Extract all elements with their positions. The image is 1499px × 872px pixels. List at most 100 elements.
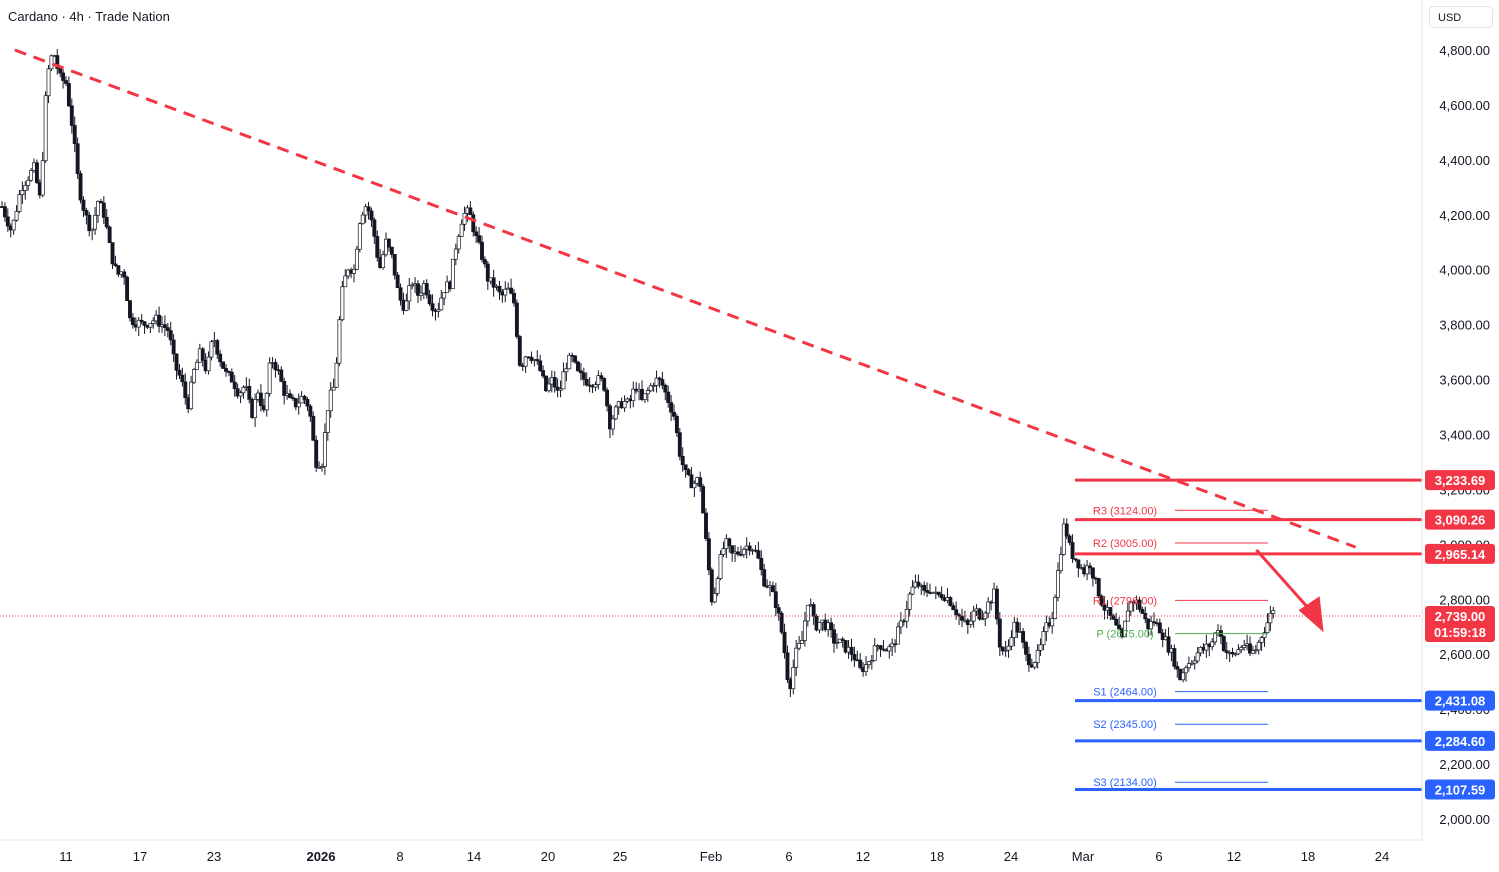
candle-body [1128, 601, 1133, 612]
y-tick-label: 2,200.00 [1439, 757, 1490, 772]
candle-body [29, 170, 34, 181]
time-axis[interactable]: 11 17 23 2026 8 14 20 25 Feb 6 12 18 24 Mar 6 12 18 24 [59, 849, 1389, 864]
candle-body [747, 545, 752, 551]
candle-body [645, 390, 650, 395]
candle-body [389, 246, 394, 255]
candle-body [180, 374, 185, 383]
candle-body [1172, 648, 1177, 667]
candle-body [235, 388, 240, 397]
candle-body [1026, 653, 1031, 666]
candle-body [509, 287, 514, 294]
candle-body [247, 385, 252, 400]
candle-body [602, 378, 607, 391]
candle-body [192, 369, 196, 383]
y-tick-label: 4,000.00 [1439, 263, 1490, 278]
candle-body [1061, 523, 1066, 555]
candle-body [128, 300, 132, 319]
candle-body [453, 248, 458, 260]
candle-body [456, 236, 461, 250]
candle-body [482, 259, 487, 265]
candle-body [1268, 613, 1273, 624]
candle-body [40, 160, 45, 196]
x-tick-label: 12 [856, 849, 870, 864]
candle-body [669, 402, 674, 413]
candle-body [273, 362, 278, 371]
candle-body [142, 321, 147, 326]
candle-body [951, 605, 956, 611]
candle-body [320, 466, 324, 468]
candle-body [206, 356, 211, 372]
candle-body [596, 375, 601, 385]
candle-body [1064, 523, 1069, 537]
candle-body [1265, 622, 1270, 634]
candle-body [395, 274, 400, 289]
candle-body [23, 185, 28, 191]
candle-body [948, 597, 953, 606]
candle-body [613, 406, 618, 420]
candle-body [881, 648, 886, 651]
candle-body [308, 405, 313, 417]
candle-body [832, 629, 836, 644]
candle-body [224, 368, 228, 372]
candle-body [354, 248, 359, 270]
candle-body [512, 292, 516, 304]
candle-body [2, 206, 7, 218]
candle-body [352, 269, 356, 274]
candle-body [802, 620, 807, 641]
candle-body [427, 294, 432, 305]
candle-body [698, 477, 703, 487]
candle-body [1009, 637, 1014, 647]
candle-body [741, 548, 746, 555]
candle-body [904, 609, 909, 622]
candle-body [1050, 618, 1055, 627]
candle-body [232, 381, 237, 390]
candle-body [93, 214, 98, 230]
currency-selector[interactable]: USD [1429, 6, 1493, 28]
candle-body [573, 355, 578, 363]
y-tick-label: 4,800.00 [1439, 43, 1490, 58]
candle-body [610, 418, 615, 430]
candle-body [290, 397, 295, 399]
candle-body [162, 324, 167, 328]
candle-body [1166, 636, 1171, 653]
candle-body [1210, 641, 1215, 648]
candle-body [288, 393, 292, 398]
candle-body [215, 340, 220, 355]
last-price-badge [1425, 606, 1495, 643]
candle-body [471, 214, 476, 233]
candle-body [1224, 650, 1229, 653]
candle-body [642, 393, 647, 400]
candle-body [1125, 610, 1130, 622]
candle-body [258, 392, 263, 406]
x-tick-label: 24 [1004, 849, 1018, 864]
candle-body [651, 385, 656, 387]
candle-body [26, 179, 31, 186]
resistance-1-badge [1425, 470, 1495, 491]
candle-body [1195, 652, 1200, 662]
candle-body [430, 303, 435, 311]
resistance-2-badge-label: 3,090.26 [1435, 513, 1486, 528]
candle-body [372, 219, 377, 237]
candle-body [759, 557, 764, 571]
candle-body [386, 238, 391, 248]
candle-body [279, 369, 284, 382]
y-tick-label: 3,600.00 [1439, 373, 1490, 388]
candle-body [692, 482, 697, 489]
candle-body [322, 432, 327, 467]
candle-body [517, 336, 522, 366]
x-tick-label: 18 [1301, 849, 1315, 864]
candle-body [477, 235, 482, 243]
candle-body [576, 361, 580, 372]
candle-body [229, 371, 234, 383]
candle-body [1015, 621, 1020, 633]
candle-body [608, 405, 612, 430]
candle-body [1233, 653, 1238, 656]
candle-body [497, 285, 502, 293]
candle-body [1271, 610, 1276, 614]
candle-body [183, 381, 188, 399]
pivot-P-label: P (2675.00) [1096, 629, 1153, 641]
candle-body [337, 319, 342, 364]
candle-body [84, 210, 89, 216]
candle-body [1213, 632, 1218, 643]
